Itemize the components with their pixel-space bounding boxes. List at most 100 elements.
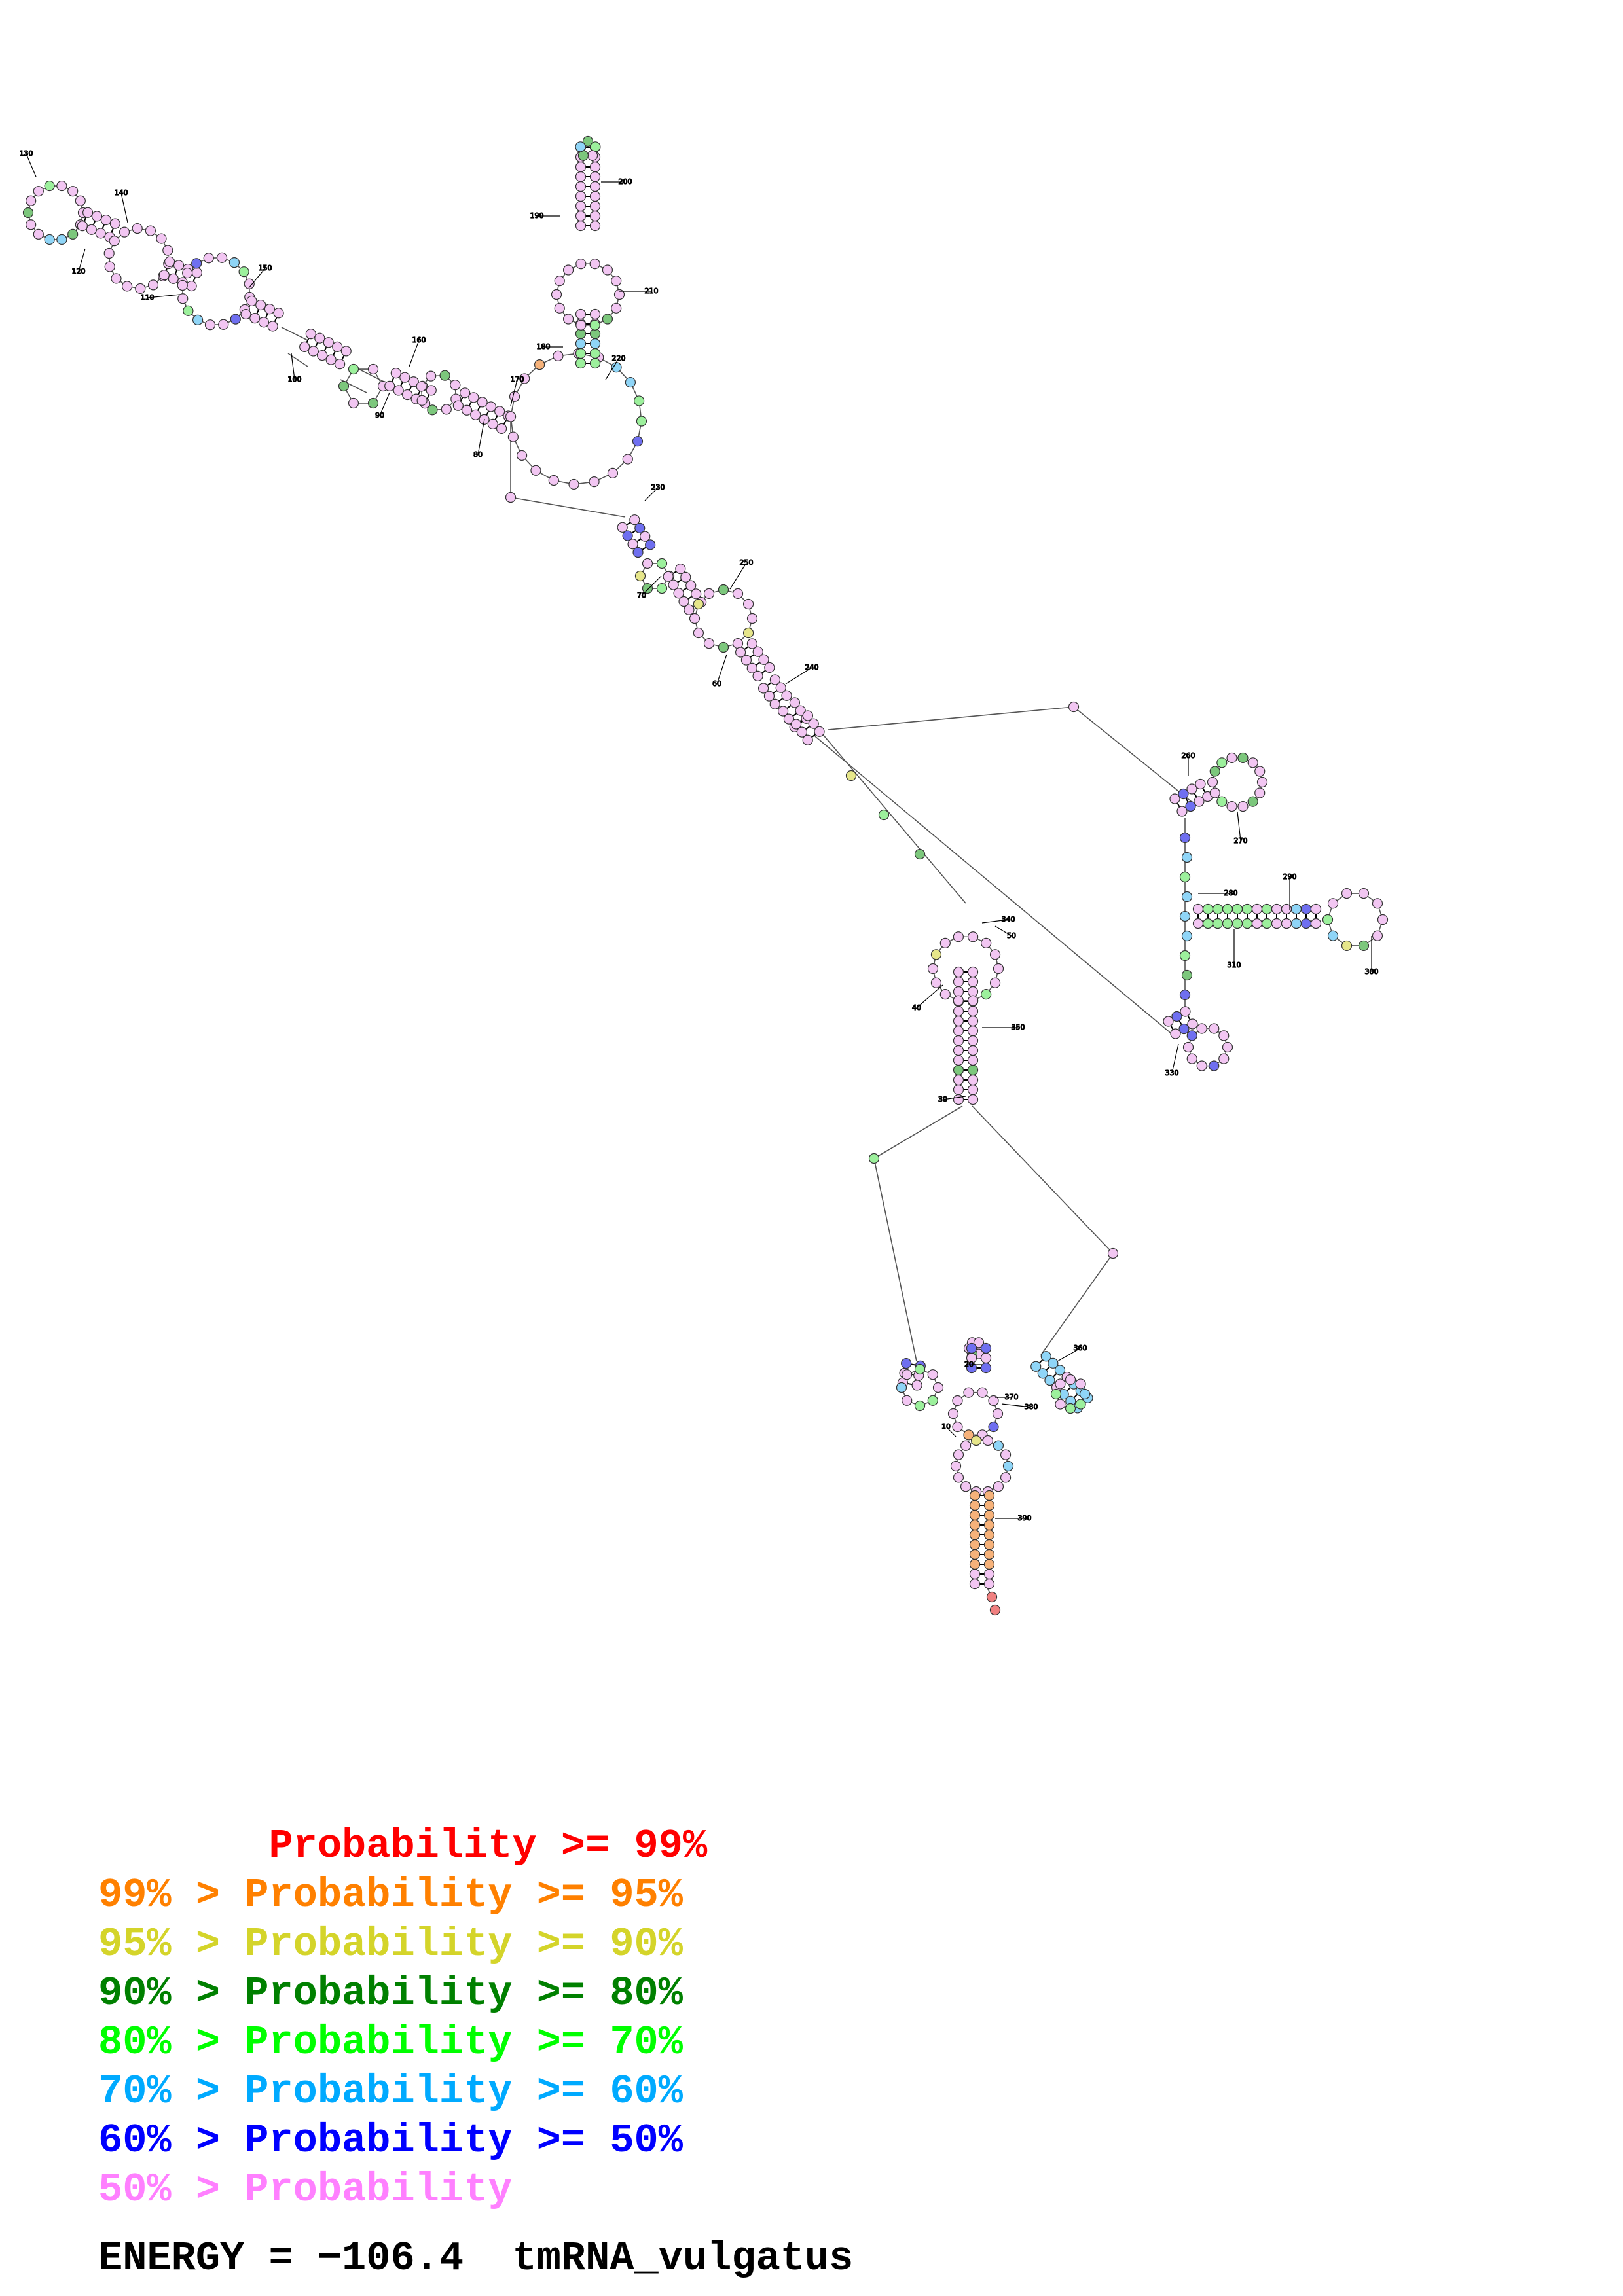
position-tick bbox=[510, 379, 518, 406]
nucleotide bbox=[230, 314, 241, 325]
nucleotide bbox=[602, 264, 613, 276]
nucleotide bbox=[441, 404, 452, 415]
nucleotide bbox=[622, 530, 633, 541]
nucleotide bbox=[1179, 950, 1191, 961]
nucleotide bbox=[607, 467, 619, 479]
nucleotide bbox=[953, 1054, 964, 1066]
legend-row: 90% > Probability >= 80% bbox=[98, 1970, 683, 2017]
rna-structure-diagram: 10 20 30 40 50 60 70 80 90 100 110 120 130 140 150 160 1… bbox=[19, 135, 1389, 1616]
nucleotide bbox=[1209, 766, 1220, 777]
nucleotide bbox=[1187, 1018, 1198, 1030]
legend-row: 80% > Probability >= 70% bbox=[98, 2019, 683, 2066]
nucleotide bbox=[1075, 1399, 1086, 1410]
position-tick bbox=[785, 667, 812, 685]
nucleotide bbox=[969, 1549, 981, 1560]
nucleotide bbox=[1341, 940, 1353, 952]
nucleotide bbox=[1226, 752, 1237, 764]
nucleotide bbox=[44, 180, 55, 192]
position-tick bbox=[644, 487, 659, 501]
nucleotide bbox=[808, 718, 819, 729]
nucleotide bbox=[763, 691, 775, 702]
position-tick bbox=[994, 925, 1012, 937]
nucleotide bbox=[1195, 778, 1206, 790]
nucleotide bbox=[1170, 1028, 1181, 1039]
position-label: 30 bbox=[938, 1095, 947, 1103]
nucleotide bbox=[575, 181, 587, 192]
nucleotide bbox=[1271, 903, 1283, 915]
nucleotide bbox=[1186, 1030, 1197, 1041]
nucleotide bbox=[367, 397, 379, 409]
nucleotide bbox=[249, 313, 261, 324]
nucleotide bbox=[986, 1591, 998, 1603]
nucleotide bbox=[983, 1490, 995, 1501]
nucleotide bbox=[122, 281, 133, 292]
position-label: 390 bbox=[1018, 1514, 1032, 1522]
nucleotide bbox=[967, 1074, 979, 1086]
nucleotide bbox=[470, 409, 481, 420]
position-tick bbox=[1057, 1348, 1081, 1362]
nucleotide bbox=[789, 697, 800, 708]
nucleotide bbox=[642, 583, 653, 594]
nucleotide bbox=[1037, 1368, 1048, 1379]
position-label: 190 bbox=[530, 211, 544, 220]
nucleotide bbox=[589, 190, 601, 202]
nucleotide bbox=[1181, 852, 1193, 863]
nucleotide bbox=[452, 400, 464, 411]
nucleotide bbox=[426, 370, 437, 382]
nucleotide bbox=[930, 977, 942, 988]
nucleotide bbox=[562, 264, 574, 276]
nucleotide bbox=[703, 588, 715, 599]
nucleotide bbox=[494, 406, 505, 417]
nucleotide bbox=[1181, 969, 1193, 981]
nucleotide bbox=[993, 1481, 1004, 1492]
nucleotide bbox=[1182, 1041, 1194, 1053]
nucleotide bbox=[485, 401, 496, 412]
nucleotide bbox=[634, 395, 645, 406]
nucleotide bbox=[240, 308, 251, 320]
nucleotide bbox=[802, 710, 813, 721]
nucleotide bbox=[939, 937, 951, 949]
nucleotide bbox=[993, 963, 1004, 975]
nucleotide bbox=[953, 1074, 964, 1086]
position-label: 210 bbox=[645, 287, 659, 295]
position-label: 150 bbox=[259, 264, 272, 272]
nucleotide bbox=[1281, 918, 1292, 929]
nucleotide bbox=[246, 295, 257, 307]
nucleotide bbox=[969, 1499, 981, 1511]
nucleotide bbox=[1179, 871, 1191, 883]
nucleotide bbox=[393, 385, 404, 396]
nucleotide bbox=[308, 346, 319, 357]
nucleotide bbox=[967, 966, 979, 978]
nucleotide bbox=[1171, 1011, 1182, 1022]
nucleotide bbox=[314, 332, 325, 344]
nucleotide bbox=[983, 1509, 995, 1521]
position-tick bbox=[1171, 1043, 1179, 1074]
nucleotide bbox=[983, 1549, 995, 1560]
nucleotide bbox=[953, 1045, 964, 1056]
position-label: 250 bbox=[740, 558, 754, 567]
nucleotide bbox=[980, 1362, 992, 1374]
nucleotide bbox=[802, 734, 813, 745]
nucleotide bbox=[969, 1539, 981, 1551]
nucleotide bbox=[554, 276, 565, 287]
nucleotide bbox=[340, 346, 352, 357]
nucleotide bbox=[264, 304, 275, 315]
nucleotide bbox=[953, 986, 964, 997]
nucleotide bbox=[575, 357, 587, 369]
nucleotide bbox=[689, 613, 701, 624]
position-label: 90 bbox=[375, 411, 384, 420]
nucleotide bbox=[1196, 1060, 1207, 1071]
nucleotide bbox=[1181, 930, 1193, 942]
position-tick bbox=[981, 919, 1009, 924]
nucleotide bbox=[182, 267, 193, 279]
legend-row: 60% > Probability >= 50% bbox=[98, 2117, 683, 2164]
nucleotide bbox=[244, 278, 255, 289]
nucleotide bbox=[967, 976, 979, 988]
position-label: 120 bbox=[72, 267, 86, 276]
nucleotide bbox=[553, 350, 564, 361]
nucleotide bbox=[914, 848, 926, 860]
nucleotide bbox=[1247, 796, 1258, 807]
nucleotide bbox=[632, 436, 644, 447]
nucleotide bbox=[589, 357, 601, 369]
nucleotide bbox=[989, 1604, 1001, 1616]
